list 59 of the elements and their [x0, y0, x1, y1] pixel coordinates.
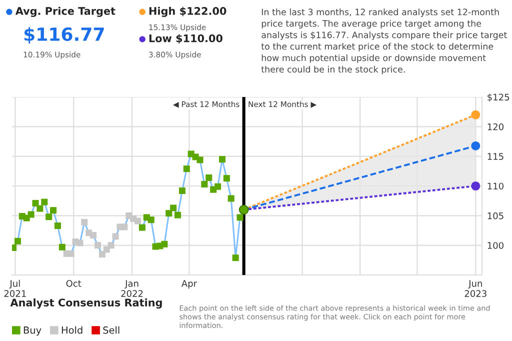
legend-label: Avg. Price Target [15, 6, 116, 18]
point [148, 216, 154, 224]
point [108, 242, 114, 249]
y-tick-label: 100 [488, 242, 504, 249]
point [166, 210, 172, 217]
point [68, 250, 74, 257]
point [471, 141, 480, 150]
point [161, 240, 168, 248]
y-tick-label: 105 [488, 212, 504, 220]
point [138, 224, 146, 231]
y-tick-label: 120 [488, 123, 504, 130]
y-tick-label: 110 [488, 182, 504, 190]
point [14, 238, 21, 244]
x-tick-label: Jan 2022 [121, 280, 143, 297]
point [196, 156, 204, 164]
point [232, 254, 239, 262]
point [41, 198, 48, 206]
x-tick-label: Oct [66, 280, 82, 287]
legend-label: Buy [24, 326, 42, 336]
y-tick-label: 115 [488, 153, 504, 160]
point [214, 183, 222, 190]
point [170, 204, 177, 212]
point [228, 195, 234, 202]
y-tick-label: $125 [488, 94, 510, 102]
point [94, 242, 101, 249]
point [183, 166, 190, 172]
point [134, 218, 142, 224]
point [98, 250, 106, 258]
point [236, 214, 244, 221]
point [174, 212, 182, 218]
point [223, 175, 230, 182]
legend-label: Hold [62, 326, 82, 334]
point [471, 110, 480, 120]
point [206, 174, 212, 181]
point [178, 187, 186, 194]
legend-label: Sell [103, 326, 120, 334]
point [121, 224, 128, 230]
point [218, 156, 226, 163]
text: $116.77 [24, 27, 104, 44]
legend-label: Low $110.00 [149, 34, 222, 44]
point [36, 205, 44, 212]
point [58, 244, 66, 250]
x-tick-label: Jul 2021 [4, 280, 26, 297]
x-tick-label: Apr [181, 280, 198, 289]
x-tick-label: Jun 2023 [464, 280, 486, 297]
text: Analyst Consensus Rating [10, 298, 162, 309]
point [50, 207, 57, 214]
point [28, 211, 34, 218]
point [54, 222, 61, 230]
point [46, 214, 52, 220]
point [471, 181, 480, 191]
point [90, 232, 97, 239]
text: In the last 3 months, 12 ranked analysts set 12-month price targets. The average price target among the analysts is $116.77. Analysts compare their price target to the current market price of the stock to determine how much potential upside or downside movement there could be in the stock price. [261, 8, 507, 74]
point [201, 180, 208, 188]
point [32, 200, 39, 206]
point [81, 218, 88, 226]
point [76, 240, 84, 246]
point [112, 233, 119, 240]
legend-label: High $122.00 [149, 6, 226, 18]
